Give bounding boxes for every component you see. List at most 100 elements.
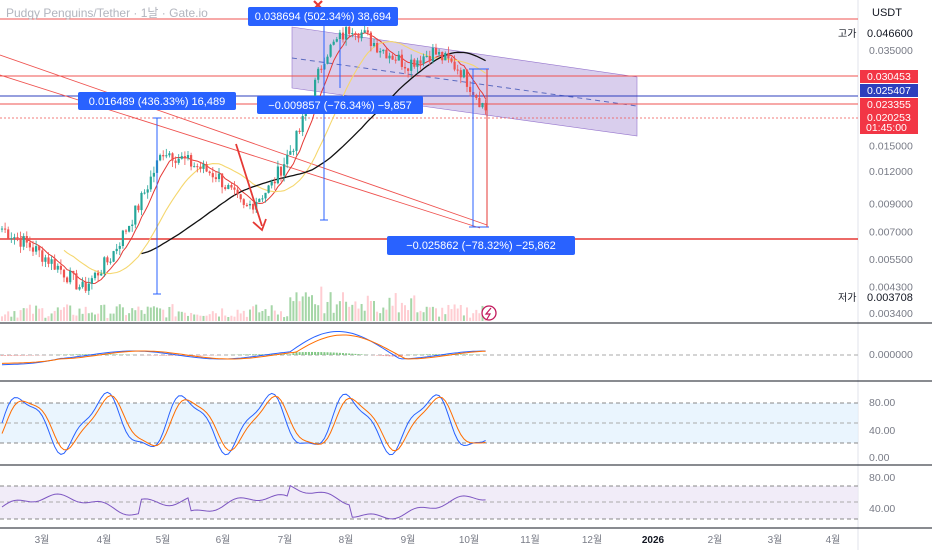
svg-text:01:45:00: 01:45:00 xyxy=(866,122,907,134)
candle-body xyxy=(292,151,294,152)
macd-hist-bar xyxy=(466,354,468,355)
candle-body xyxy=(280,166,282,175)
candle-body xyxy=(354,33,356,35)
lightning-icon[interactable] xyxy=(482,306,496,320)
volume-bar xyxy=(48,316,50,321)
volume-bar xyxy=(20,310,22,321)
volume-bar xyxy=(345,302,347,321)
candle-body xyxy=(450,58,452,61)
volume-bar xyxy=(147,307,149,321)
high-label: 고가 0.046600 xyxy=(838,26,930,41)
candle-body xyxy=(466,69,468,86)
macd-hist-bar xyxy=(320,352,322,355)
volume-bar xyxy=(435,308,437,321)
candle-body xyxy=(342,33,344,40)
candle-body xyxy=(215,177,217,179)
candle-body xyxy=(264,193,266,199)
measure-box-4[interactable]: −0.025862 (−78.32%) −25,862 xyxy=(387,236,575,255)
volume-bar xyxy=(85,307,87,321)
macd-hist-bar xyxy=(345,353,347,355)
candle-body xyxy=(230,185,232,187)
pane-tick-4: 80.00 xyxy=(869,472,895,484)
volume-bar xyxy=(389,298,391,321)
macd-hist-bar xyxy=(351,354,353,355)
candle-body xyxy=(147,189,149,192)
time-tick-7: 10월 xyxy=(459,534,479,546)
volume-bar xyxy=(252,306,254,321)
macd-hist-bar xyxy=(323,352,325,355)
candle-body xyxy=(286,155,288,164)
volume-bar xyxy=(373,301,375,321)
volume-bar xyxy=(131,308,133,321)
candle-body xyxy=(423,56,425,63)
volume-bar xyxy=(137,307,139,321)
macd-hist-bar xyxy=(420,354,422,355)
macd-hist-bar xyxy=(17,355,19,356)
candle-body xyxy=(258,199,260,202)
volume-bar xyxy=(218,317,220,321)
macd-hist-bar xyxy=(162,355,164,356)
macd-hist-bar xyxy=(333,353,335,355)
measure-box-1[interactable]: 0.038694 (502.34%) 38,694 xyxy=(248,7,398,26)
candle-body xyxy=(475,95,477,98)
volume-bar xyxy=(66,304,68,321)
volume-bar xyxy=(302,296,304,321)
candle-body xyxy=(388,56,390,59)
currency-button[interactable]: USDT xyxy=(862,2,928,22)
volume-bar xyxy=(141,310,143,321)
candle-body xyxy=(206,164,208,172)
candle-body xyxy=(376,43,378,52)
volume-bar xyxy=(106,318,108,321)
volume-bar xyxy=(392,306,394,321)
volume-bar xyxy=(116,306,118,321)
currency-button-label: USDT xyxy=(872,7,902,19)
macd-hist-bar xyxy=(1,355,3,356)
candle-body xyxy=(271,182,273,186)
candle-body xyxy=(97,273,99,276)
volume-bar xyxy=(382,308,384,321)
macd-hist-bar xyxy=(13,355,15,356)
macd-hist-bar xyxy=(203,355,205,356)
volume-bar xyxy=(60,310,62,321)
macd-hist-bar xyxy=(20,355,22,356)
candle-body xyxy=(413,60,415,67)
measure-box-3[interactable]: −0.009857 (−76.34%) −9,857 xyxy=(257,96,423,114)
volume-bar xyxy=(88,313,90,321)
volume-bar xyxy=(97,314,99,321)
volume-bar xyxy=(441,308,443,321)
candle-body xyxy=(373,43,375,46)
time-tick-10: 2026 xyxy=(642,535,665,546)
volume-bar xyxy=(17,318,19,321)
svg-text:저가: 저가 xyxy=(838,292,856,304)
candle-body xyxy=(187,155,189,158)
volume-bar xyxy=(261,311,263,321)
candle-body xyxy=(38,246,40,250)
volume-bar xyxy=(447,305,449,321)
candle-body xyxy=(432,48,434,61)
time-tick-6: 9월 xyxy=(401,534,416,546)
candle-body xyxy=(382,50,384,51)
time-tick-13: 4월 xyxy=(826,534,841,546)
macd-hist-bar xyxy=(4,355,6,356)
volume-bar xyxy=(478,313,480,321)
volume-bar xyxy=(327,302,329,321)
macd-hist-bar xyxy=(85,354,87,355)
candle-body xyxy=(47,257,49,263)
volume-bar xyxy=(103,305,105,321)
volume-bar xyxy=(243,311,245,321)
candle-body xyxy=(379,51,381,52)
candle-body xyxy=(404,67,406,68)
volume-bar xyxy=(181,312,183,321)
candle-body xyxy=(57,266,59,270)
volume-bar xyxy=(26,308,28,321)
measure-box-2[interactable]: 0.016489 (436.33%) 16,489 xyxy=(78,92,236,110)
candle-body xyxy=(345,27,347,40)
macd-hist-bar xyxy=(206,355,208,356)
macd-hist-bar xyxy=(426,354,428,355)
pane-tick-0: 0.000000 xyxy=(869,349,913,361)
volume-bar xyxy=(339,301,341,321)
candle-body xyxy=(78,287,80,289)
candle-body xyxy=(370,33,372,46)
